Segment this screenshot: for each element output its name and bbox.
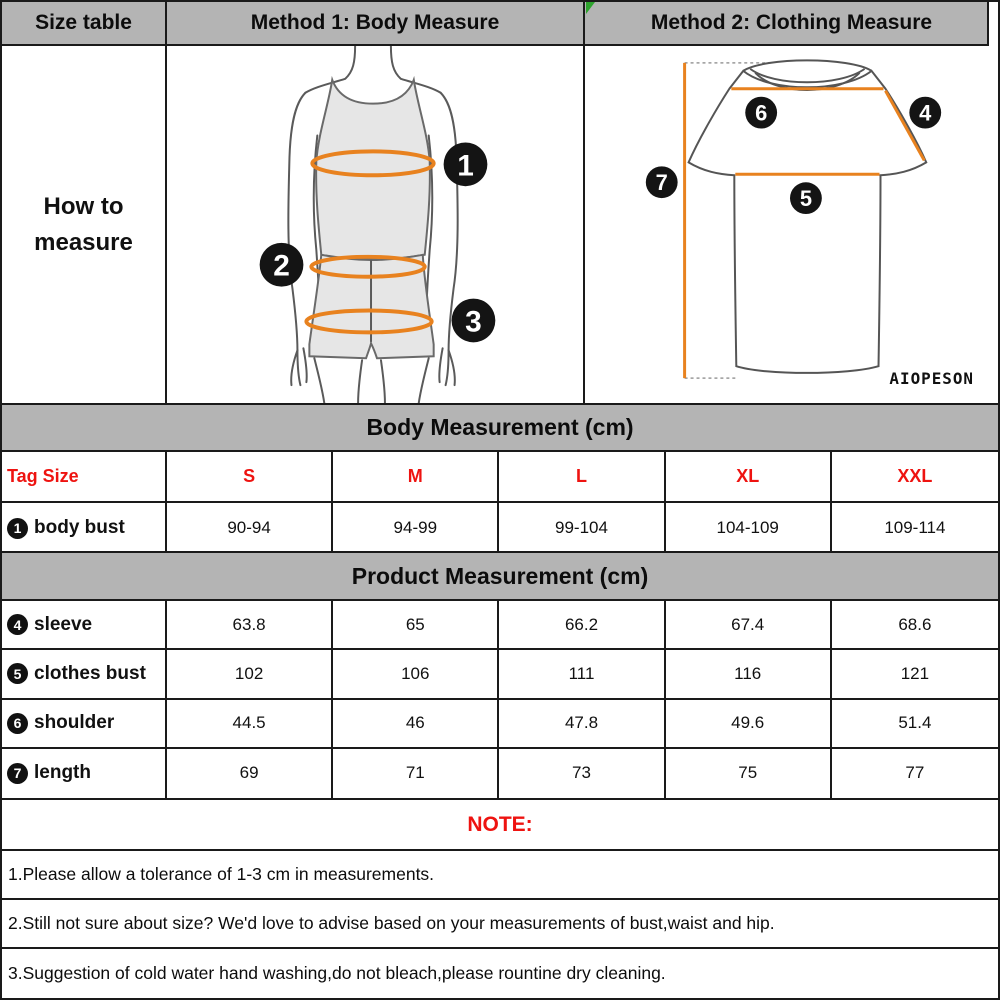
svg-text:7: 7 [656,170,668,195]
table-cell: 69 [167,748,334,798]
table-cell: 104-109 [666,503,832,553]
row-label-clothes-bust: 5 clothes bust [2,650,167,700]
table-cell: 99-104 [499,503,666,553]
marker-3-hip: 3 [451,298,496,343]
body-measurement-table: Tag Size S M L XL XXL 1 body bust 90-94 … [2,452,998,553]
table-cell: 106 [333,650,500,700]
table-cell: 109-114 [884,518,946,537]
table-cell: 116 [665,650,832,700]
row-label-text: body bust [34,517,125,538]
note-item-3: 3.Suggestion of cold water hand washing,… [8,963,666,983]
circled-number-1: 1 [7,517,28,539]
note-title: NOTE: [2,800,998,851]
svg-text:6: 6 [755,101,767,126]
table-cell: 63.8 [167,601,334,651]
table-cell: 77 [905,763,925,783]
table-cell: 121 [831,650,998,700]
table-cell: 68.6 [831,601,998,651]
table-cell: 67.4 [665,601,832,651]
marker-7-length: 7 [645,166,678,199]
note-item-1: 1.Please allow a tolerance of 1-3 cm in … [2,851,998,900]
header-method-2: Method 2: Clothing Measure [650,11,933,34]
row-label-text: clothes bust [34,662,146,684]
table-cell: 51.4 [831,700,998,749]
row-label-text: sleeve [34,613,93,635]
circled-number-7: 7 [7,762,28,784]
svg-text:1: 1 [457,149,474,182]
product-measurement-title: Product Measurement (cm) [2,553,998,601]
row-label-length: 7 length [2,748,167,798]
product-measurement-table: 4 sleeve 63.8 65 66.2 67.4 68.6 5 clothe… [2,601,998,800]
table-cell: 47.8 [499,699,666,749]
marker-4-sleeve: 4 [909,96,942,129]
header-size-table: Size table [2,2,167,44]
table-cell: 65 [333,601,500,651]
row-label-text: length [34,762,91,784]
header-method-1: Method 1: Body Measure [167,2,585,44]
size-header-xxl: XXL [831,452,998,503]
marker-1-bust: 1 [443,142,488,187]
how-to-measure-label: How to measure [2,46,167,403]
size-header-m: M [333,452,500,503]
table-cell: 111 [499,650,666,700]
body-figure-drawing: 1 2 3 [259,46,496,403]
body-measure-illustration: 1 2 3 [167,46,585,403]
table-cell: 44.5 [167,699,334,749]
table-cell: 90-94 [167,503,334,553]
row-label-text: shoulder [34,712,115,734]
marker-2-waist: 2 [259,242,304,287]
table-cell: 73 [499,748,666,798]
table-cell: 75 [666,748,832,798]
svg-text:3: 3 [465,305,482,338]
svg-text:2: 2 [273,250,290,283]
row-label-shoulder: 6 shoulder [2,699,167,749]
size-header-s: S [167,452,334,503]
marker-6-shoulder: 6 [745,96,778,129]
header-end-gap [987,2,998,46]
size-header-l: L [499,452,666,503]
table-cell: 49.6 [665,699,832,749]
note-item-2: 2.Still not sure about size? We'd love t… [2,900,998,949]
marker-5-clothes-bust: 5 [790,182,822,215]
table-cell: 102 [167,650,334,700]
green-corner-marker [586,2,595,14]
circled-number-6: 6 [7,712,28,734]
table-cell: 66.2 [499,601,666,651]
table-cell: 71 [333,748,500,798]
table-cell: 94-99 [333,503,500,553]
brand-text: AIOPESON [889,369,974,388]
row-label-body-bust: 1 body bust [2,503,167,553]
row-label-sleeve: 4 sleeve [2,601,167,651]
table-cell: 46 [333,699,500,749]
circled-number-5: 5 [7,663,28,685]
body-measurement-title: Body Measurement (cm) [2,405,998,452]
svg-text:4: 4 [919,101,932,126]
clothing-measure-illustration: 6 4 7 5 AIOPESON [585,46,998,403]
size-header-xl: XL [665,452,832,503]
circled-number-4: 4 [7,614,28,636]
illustration-row: How to measure [2,46,998,405]
header-row: Size table Method 1: Body Measure Method… [2,2,998,46]
tag-size-header: Tag Size [2,452,167,503]
svg-text:5: 5 [800,186,812,211]
tshirt-drawing: 6 4 7 5 AIOPESON [645,59,974,388]
